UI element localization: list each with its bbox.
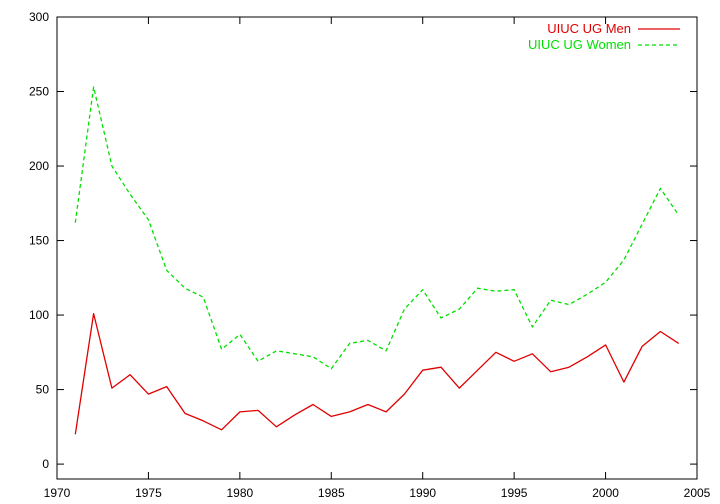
x-tick-label: 1975: [135, 486, 162, 500]
series-lines: [74, 86, 680, 435]
y-tick-label: 250: [29, 85, 49, 99]
y-axis: 0 50 100 150 200 250 300: [29, 10, 697, 471]
y-tick-label: 100: [29, 308, 49, 322]
plot-frame: [56, 16, 698, 480]
y-tick-label: 0: [42, 457, 49, 471]
y-tick-label: 150: [29, 234, 49, 248]
x-axis: 1970 1975 1980 1985 1990 1995 2000 2005: [44, 17, 711, 500]
x-tick-label: 1985: [318, 486, 345, 500]
x-tick-label: 2000: [592, 486, 619, 500]
x-tick-label: 1970: [44, 486, 71, 500]
series-line-men: [74, 312, 680, 435]
y-tick-label: 300: [29, 10, 49, 24]
x-tick-label: 1990: [409, 486, 436, 500]
y-tick-label: 200: [29, 159, 49, 173]
y-tick-label: 50: [36, 383, 50, 397]
legend: UIUC UG Men UIUC UG Women: [528, 21, 680, 52]
legend-label-women: UIUC UG Women: [528, 37, 631, 52]
x-tick-label: 2005: [684, 486, 711, 500]
x-tick-label: 1995: [501, 486, 528, 500]
x-tick-label: 1980: [227, 486, 254, 500]
series-line-women: [74, 86, 680, 370]
legend-label-men: UIUC UG Men: [547, 21, 631, 36]
